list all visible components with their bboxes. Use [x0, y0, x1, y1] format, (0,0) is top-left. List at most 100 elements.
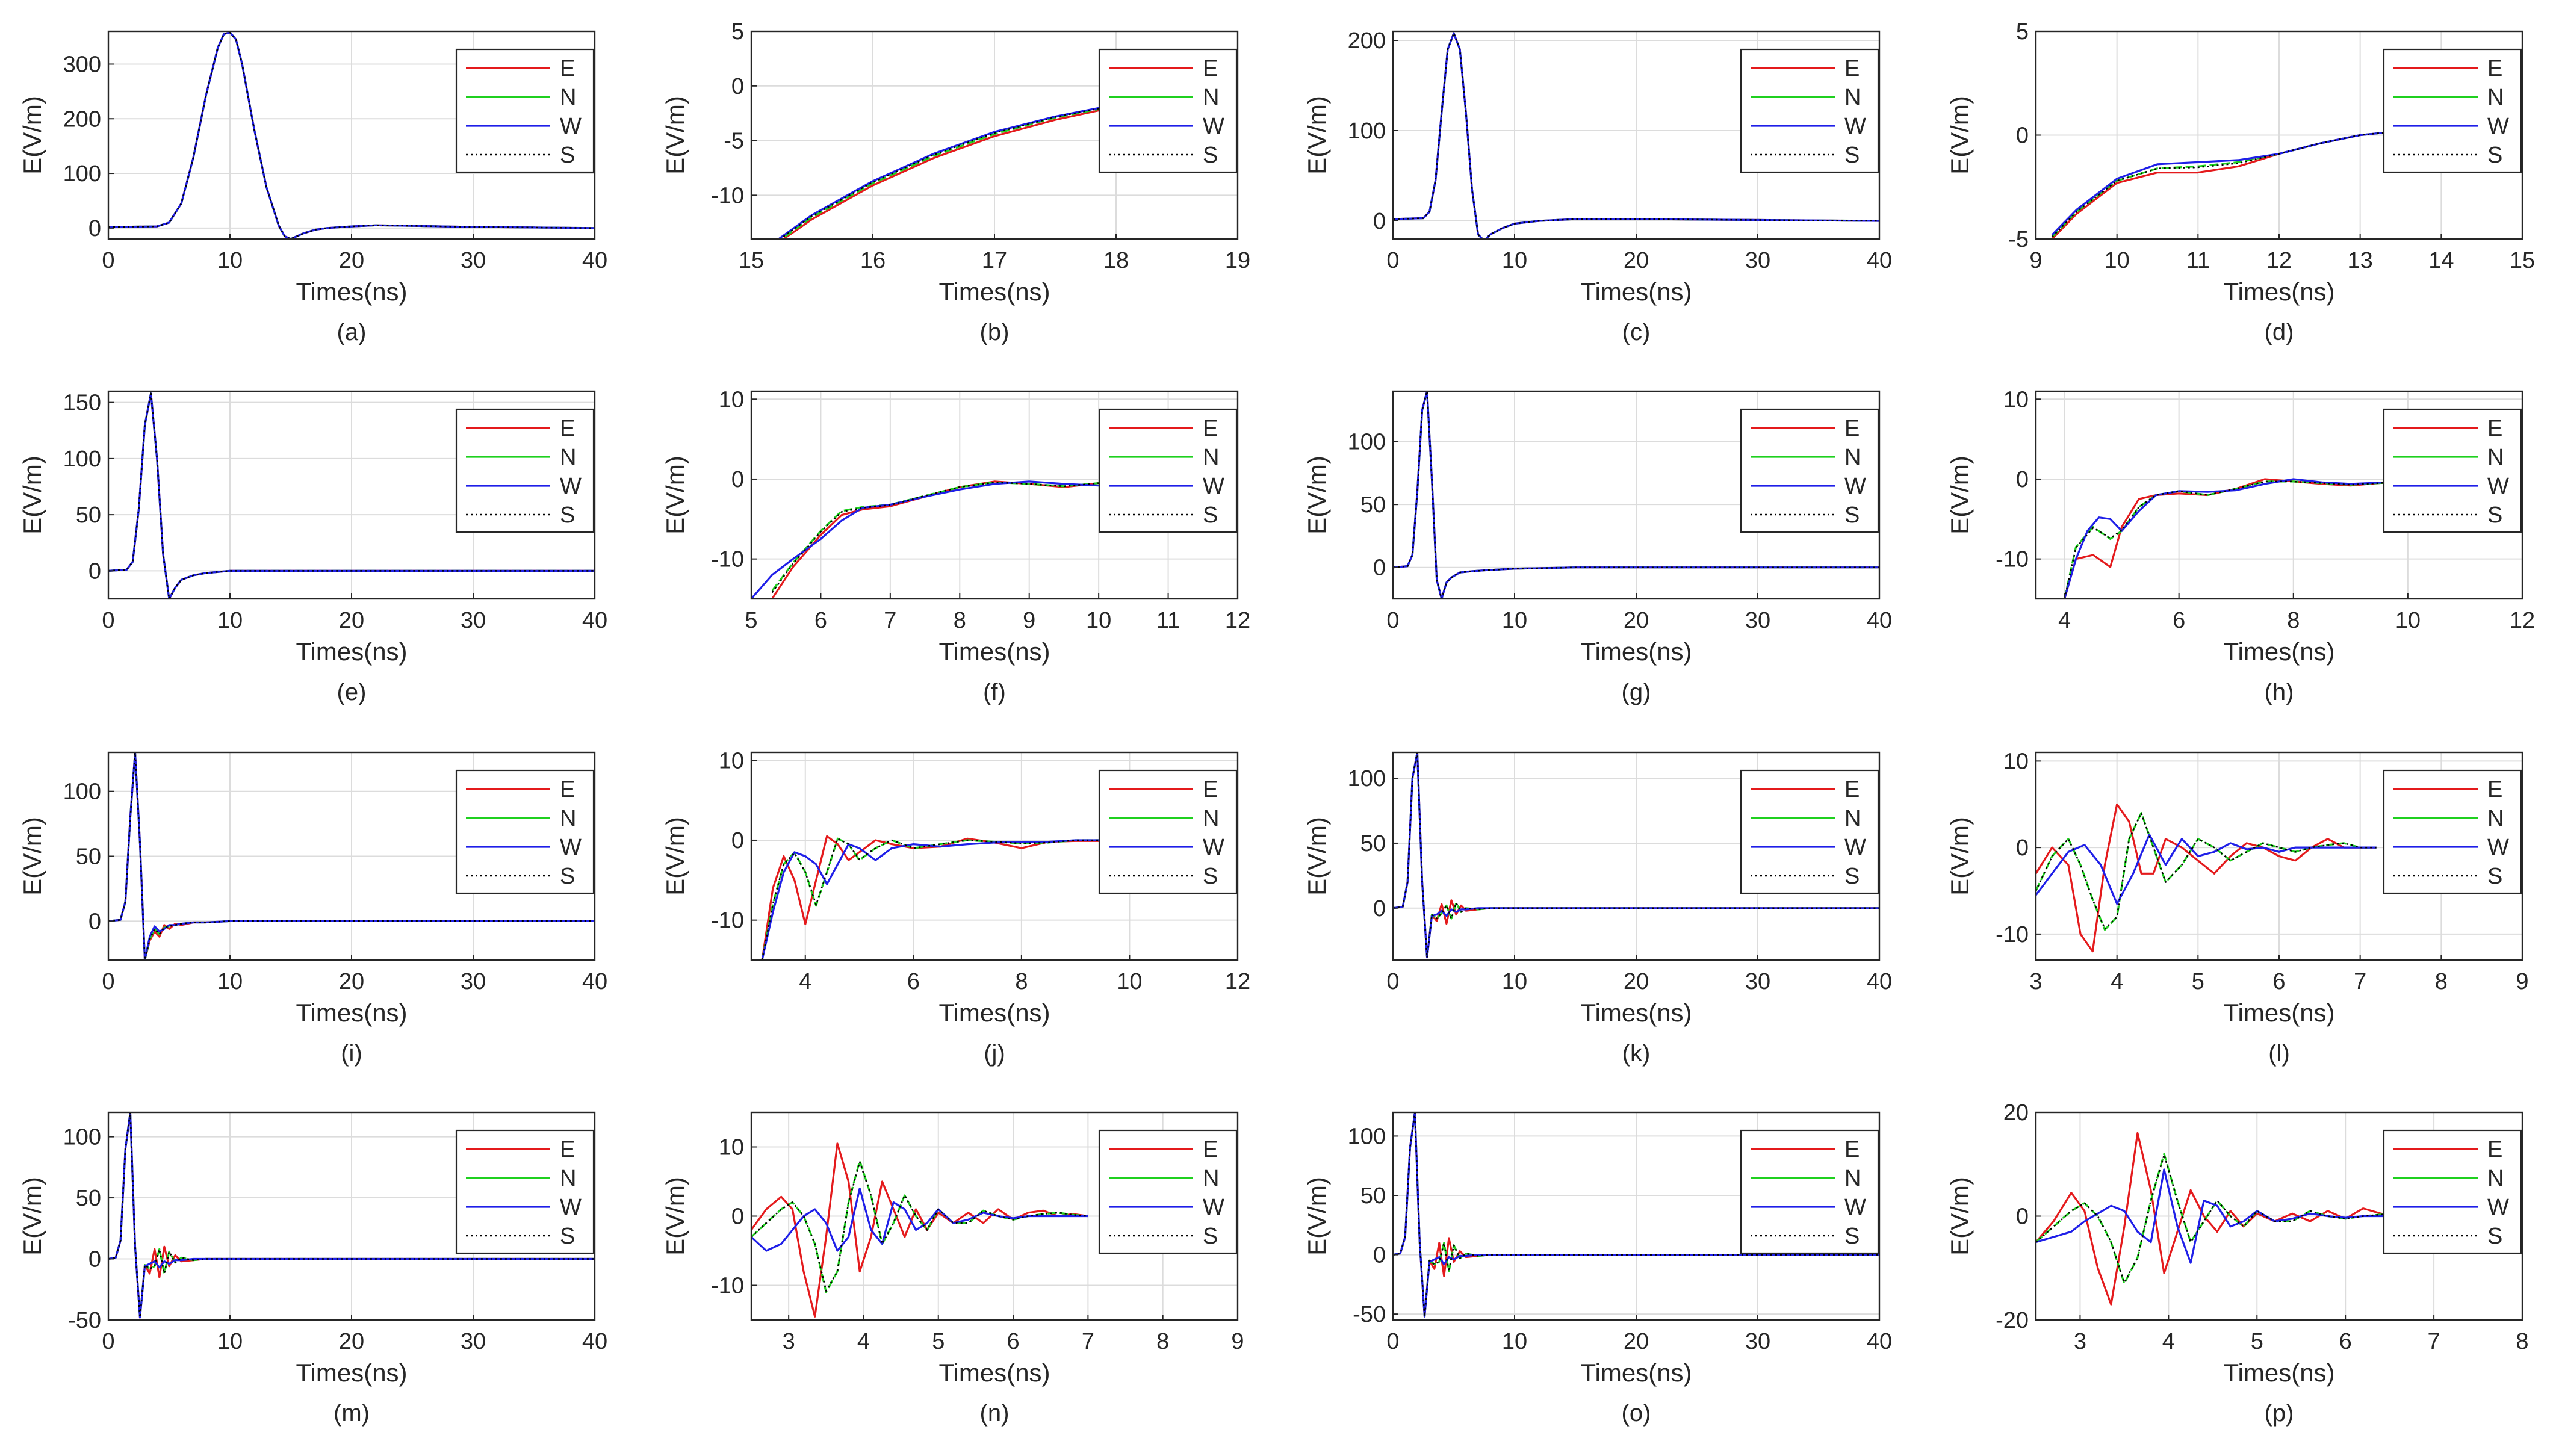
- subplot-a: 0 10 20 30 40 0 100 200 300 Times(ns) E(V/m) (a) ENW…: [18, 30, 607, 345]
- legend-label-W: W: [1844, 114, 1866, 139]
- y-tick-label: 0: [1373, 556, 1386, 581]
- x-tick-label: 10: [217, 608, 243, 633]
- legend-box: [1098, 408, 1238, 533]
- x-tick-label: 11: [1156, 608, 1180, 633]
- x-tick-label: 7: [1082, 1329, 1094, 1354]
- y-tick-label: 0: [731, 1204, 744, 1230]
- legend-label-N: N: [1203, 1166, 1219, 1191]
- subplot-caption: (h): [2265, 679, 2294, 705]
- x-tick-label: 0: [102, 248, 114, 273]
- legend-box: [1098, 769, 1238, 894]
- y-tick-label: 0: [1373, 209, 1386, 234]
- x-axis-label: Times(ns): [938, 1358, 1050, 1387]
- legend-label-S: S: [1203, 864, 1218, 889]
- legend-box: [2383, 769, 2522, 894]
- series-line-N: [751, 1159, 1088, 1293]
- x-tick-label: 12: [1225, 608, 1250, 633]
- legend-label-S: S: [560, 1224, 575, 1249]
- legend-label-S: S: [560, 864, 575, 889]
- legend-label-E: E: [560, 416, 575, 441]
- legend-label-N: N: [560, 806, 576, 831]
- x-tick-label: 40: [1867, 248, 1892, 273]
- series-line-S: [108, 31, 595, 239]
- x-tick-label: 30: [1745, 248, 1770, 273]
- x-tick-label: 5: [2251, 1329, 2263, 1354]
- y-tick-label: 0: [731, 467, 744, 492]
- legend-box: [1098, 1129, 1238, 1254]
- series-line-S: [1393, 752, 1879, 958]
- y-tick-label: 5: [2016, 19, 2029, 45]
- x-axis-label: Times(ns): [296, 1358, 407, 1387]
- x-tick-label: 30: [1745, 1329, 1770, 1354]
- series-group: [1393, 32, 1879, 239]
- x-tick-label: 16: [860, 248, 886, 273]
- legend-label-E: E: [560, 1137, 575, 1162]
- legend-label-S: S: [1844, 864, 1860, 889]
- subplot-caption: (f): [983, 679, 1006, 705]
- x-tick-label: 8: [1156, 1329, 1169, 1354]
- x-tick-label: 5: [932, 1329, 945, 1354]
- y-tick-label: 100: [63, 447, 101, 472]
- x-tick-label: 40: [582, 1329, 607, 1354]
- x-tick-label: 5: [745, 608, 757, 633]
- axes-box: [2035, 390, 2523, 600]
- x-tick-label: 8: [1015, 969, 1028, 994]
- x-tick-label: 10: [1502, 248, 1527, 273]
- y-tick-label: 0: [2016, 123, 2029, 149]
- x-tick-label: 5: [2192, 969, 2204, 994]
- legend-label-N: N: [1844, 85, 1861, 110]
- subplot-caption: (c): [1622, 319, 1651, 345]
- legend-label-W: W: [2487, 114, 2509, 139]
- subplot-caption: (i): [341, 1040, 362, 1067]
- legend-label-N: N: [2487, 85, 2504, 110]
- x-tick-label: 13: [2348, 248, 2373, 273]
- y-axis-label: E(V/m): [661, 96, 689, 175]
- series-group: [1393, 1112, 1879, 1318]
- series-line-S: [1393, 391, 1879, 599]
- x-tick-label: 30: [461, 608, 486, 633]
- legend-label-W: W: [1844, 1195, 1866, 1220]
- legend-label-W: W: [1844, 474, 1866, 499]
- x-tick-label: 20: [339, 608, 364, 633]
- y-tick-label: -5: [2008, 227, 2029, 252]
- y-axis-label: E(V/m): [1303, 817, 1331, 896]
- y-tick-label: 100: [1348, 430, 1386, 455]
- y-axis-label: E(V/m): [1303, 96, 1331, 175]
- x-tick-label: 9: [1231, 1329, 1244, 1354]
- x-axis-label: Times(ns): [938, 999, 1050, 1027]
- legend-label-N: N: [1203, 806, 1219, 831]
- x-axis-label: Times(ns): [296, 999, 407, 1027]
- series-line-W: [2036, 833, 2377, 905]
- x-tick-label: 4: [857, 1329, 870, 1354]
- legend-label-W: W: [560, 835, 582, 860]
- y-axis-label: E(V/m): [1303, 1177, 1331, 1256]
- y-tick-label: 100: [1348, 1124, 1386, 1149]
- y-axis-label: E(V/m): [1946, 817, 1974, 896]
- y-tick-label: -10: [1996, 547, 2029, 572]
- series-line-S: [108, 392, 595, 599]
- legend-label-N: N: [1203, 445, 1219, 470]
- x-tick-label: 20: [1624, 608, 1649, 633]
- x-tick-label: 10: [1502, 608, 1527, 633]
- x-tick-label: 10: [1117, 969, 1142, 994]
- x-tick-label: 6: [907, 969, 920, 994]
- legend-label-E: E: [1203, 416, 1218, 441]
- legend-label-S: S: [1203, 503, 1218, 528]
- y-tick-label: 10: [719, 387, 744, 412]
- x-tick-label: 0: [1386, 248, 1399, 273]
- legend-label-E: E: [1844, 56, 1860, 81]
- x-tick-label: 9: [2029, 248, 2042, 273]
- legend-box: [2383, 1129, 2522, 1254]
